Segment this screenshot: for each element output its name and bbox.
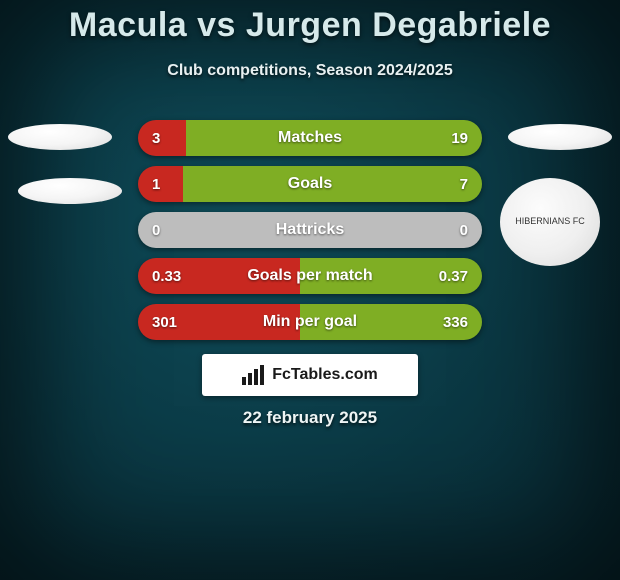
stat-label: Hattricks xyxy=(138,212,482,248)
page-title: Macula vs Jurgen Degabriele xyxy=(0,6,620,45)
stat-row: 00Hattricks xyxy=(138,212,482,248)
stat-row: 0.330.37Goals per match xyxy=(138,258,482,294)
stat-label: Goals per match xyxy=(138,258,482,294)
stat-label: Matches xyxy=(138,120,482,156)
badge-text: HIBERNIANS FC xyxy=(515,217,585,227)
player1-ellipse-1 xyxy=(8,124,112,150)
player1-ellipse-2 xyxy=(18,178,122,204)
site-badge: FcTables.com xyxy=(202,354,418,396)
stat-label: Goals xyxy=(138,166,482,202)
player2-club-badge: HIBERNIANS FC xyxy=(500,178,600,266)
stat-label: Min per goal xyxy=(138,304,482,340)
stat-row: 17Goals xyxy=(138,166,482,202)
player2-ellipse-1 xyxy=(508,124,612,150)
site-label: FcTables.com xyxy=(272,366,378,384)
date: 22 february 2025 xyxy=(0,408,620,428)
stat-row: 301336Min per goal xyxy=(138,304,482,340)
bars-icon xyxy=(242,365,266,385)
subtitle: Club competitions, Season 2024/2025 xyxy=(0,62,620,80)
comparison-card: Macula vs Jurgen Degabriele Club competi… xyxy=(0,0,620,580)
stat-rows: 319Matches 17Goals 00Hattricks 0.330.37Goal… xyxy=(138,120,482,350)
stat-row: 319Matches xyxy=(138,120,482,156)
